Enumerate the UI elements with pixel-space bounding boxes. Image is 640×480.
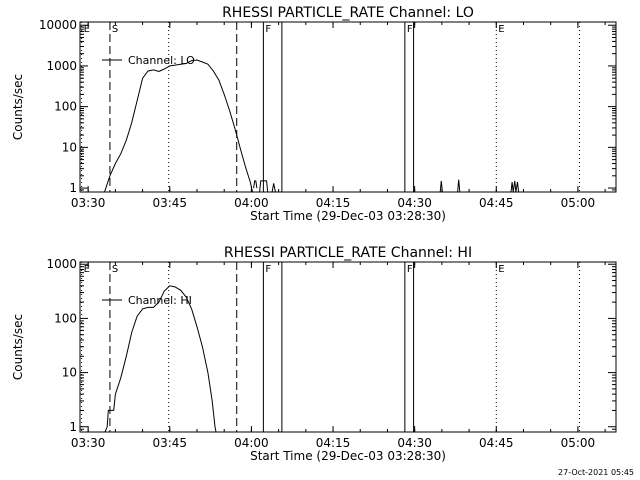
x-tick-label: 04:15: [316, 436, 351, 450]
date-stamp: 27-Oct-2021 05:45: [558, 468, 634, 477]
series-line: [253, 180, 258, 189]
y-tick-label: 1: [69, 420, 77, 434]
y-tick-label: 10: [62, 140, 77, 154]
plot-frame: [79, 21, 617, 193]
series-line: [439, 180, 443, 192]
x-axis-label: Start Time (29-Dec-03 03:28:30): [250, 449, 446, 463]
x-tick-label: 04:45: [479, 196, 514, 210]
x-tick-label: 03:30: [71, 436, 106, 450]
y-tick-label: 10000: [39, 18, 77, 32]
plot-frame: [79, 261, 617, 433]
y-tick-label: 100: [54, 311, 77, 325]
marker-label: S: [112, 24, 118, 35]
marker-label: E: [84, 24, 90, 35]
series-line: [457, 179, 461, 192]
x-tick-label: 05:00: [561, 196, 596, 210]
x-axis-label: Start Time (29-Dec-03 03:28:30): [250, 209, 446, 223]
x-tick-label: 04:45: [479, 436, 514, 450]
series-line: [259, 180, 269, 192]
chart-title: RHESSI PARTICLE_RATE Channel: HI: [224, 245, 472, 261]
series-line: [104, 59, 253, 192]
y-tick-label: 100: [54, 100, 77, 114]
marker-label: F: [265, 264, 271, 275]
y-axis-label: Counts/sec: [11, 314, 25, 380]
chart-title: RHESSI PARTICLE_RATE Channel: LO: [222, 5, 474, 21]
legend-label: Channel: LO: [128, 54, 195, 67]
y-axis-label: Counts/sec: [11, 74, 25, 140]
series-line: [271, 183, 276, 192]
marker-label: F: [407, 264, 413, 275]
y-tick-label: 10: [62, 366, 77, 380]
x-tick-label: 04:30: [397, 196, 432, 210]
marker-label: F: [407, 24, 413, 35]
x-tick-label: 04:00: [234, 196, 269, 210]
marker-label: F: [265, 24, 271, 35]
x-tick-label: 03:30: [71, 196, 106, 210]
x-tick-label: 04:30: [397, 436, 432, 450]
marker-label: S: [112, 264, 118, 275]
series-line: [510, 180, 520, 192]
x-tick-label: 05:00: [561, 436, 596, 450]
marker-label: E: [498, 24, 504, 35]
x-tick-label: 03:45: [152, 196, 187, 210]
marker-label: E: [498, 264, 504, 275]
series-line: [104, 285, 217, 432]
x-tick-label: 03:45: [152, 436, 187, 450]
x-tick-label: 04:15: [316, 196, 351, 210]
y-tick-label: 1000: [46, 59, 77, 73]
x-tick-label: 04:00: [234, 436, 269, 450]
y-tick-label: 1000: [46, 257, 77, 271]
marker-label: E: [84, 264, 90, 275]
y-tick-label: 1: [69, 181, 77, 195]
